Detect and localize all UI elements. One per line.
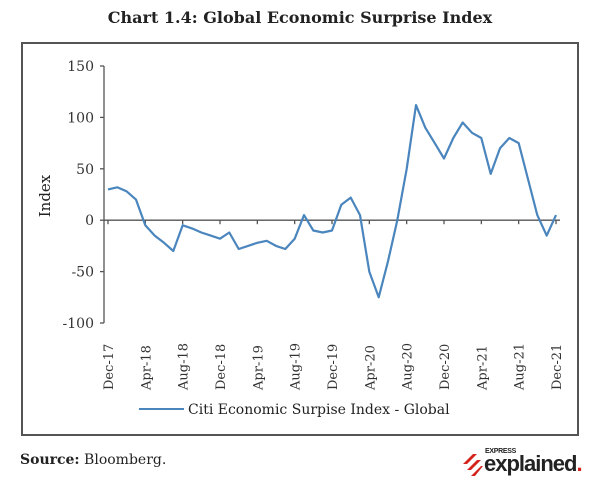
x-tick-label: Dec-19 (326, 344, 341, 390)
y-tick-label: 50 (76, 162, 94, 178)
series-line-citi-esi-global (107, 103, 558, 299)
legend: Citi Economic Surpise Index - Global (139, 402, 450, 418)
y-tick-label: -50 (71, 265, 94, 281)
y-tick-label: -100 (63, 316, 94, 332)
x-tick-label: Dec-20 (438, 344, 453, 390)
x-tick-label: Apr-18 (139, 345, 154, 391)
logo-explained: explained. (484, 451, 583, 477)
x-axis: Dec-17 Apr-18 Aug-18 Dec-18 Apr-19 Aug-19 Dec-… (102, 219, 565, 391)
series-layer (107, 103, 558, 299)
y-tick-label: 0 (85, 213, 94, 229)
logo-explained-text: explained (484, 451, 577, 476)
logo-dot: . (576, 451, 582, 476)
logo-express: EXPRESS (485, 448, 516, 455)
x-tick-label: Apr-20 (363, 345, 378, 391)
legend-label: Citi Economic Surpise Index - Global (188, 402, 450, 418)
x-tick-label: Apr-21 (475, 345, 490, 391)
y-axis-label: Index (36, 174, 54, 217)
chart-frame (21, 42, 579, 436)
x-tick-label: Dec-17 (102, 344, 117, 390)
logo-stripes-icon (463, 454, 483, 476)
y-tick-label: 100 (67, 110, 94, 126)
express-explained-logo: EXPRESS explained. (463, 448, 583, 478)
chart-title: Chart 1.4: Global Economic Surprise Inde… (107, 8, 493, 27)
y-tick-label: 150 (67, 59, 94, 75)
x-tick-label: Dec-18 (214, 344, 229, 390)
x-tick-label: Aug-20 (401, 343, 416, 391)
x-tick-label: Aug-19 (289, 343, 304, 391)
y-axis: 150 100 50 0 -50 -100 (63, 59, 105, 332)
source-label: Source: (20, 452, 80, 468)
x-tick-label: Aug-18 (177, 343, 192, 391)
source-note: Source: Bloomberg. (20, 452, 166, 468)
x-tick-label: Dec-21 (550, 344, 565, 390)
x-tick-label: Aug-21 (513, 343, 528, 391)
x-tick-label: Apr-19 (251, 345, 266, 391)
source-text: Bloomberg. (79, 452, 167, 468)
